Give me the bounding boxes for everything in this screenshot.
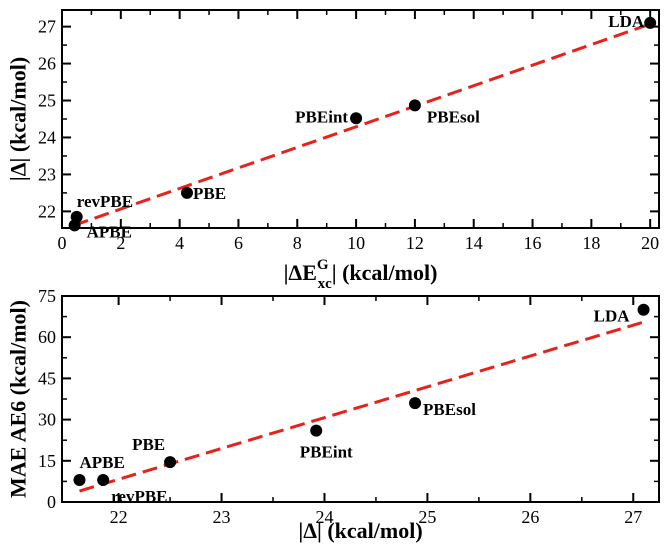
x-axis-title: |Δ| (kcal/mol) (298, 518, 422, 543)
data-point-pbesol (409, 397, 422, 410)
x-tick-label: 10 (347, 233, 365, 253)
y-tick-label: 0 (47, 492, 56, 512)
point-label-pbeint: PBEint (295, 107, 348, 126)
data-point-revpbe (97, 474, 110, 487)
data-point-apbe (73, 474, 86, 487)
data-point-lda (637, 303, 650, 316)
y-tick-label: 45 (38, 368, 56, 388)
x-tick-label: 26 (521, 507, 539, 527)
point-label-pbesol: PBEsol (427, 107, 480, 126)
x-tick-label: 20 (641, 233, 659, 253)
y-axis-title: |Δ| (kcal/mol) (6, 57, 31, 181)
x-tick-label: 24 (315, 507, 333, 527)
y-tick-label: 23 (38, 164, 56, 184)
point-label-apbe: APBE (79, 453, 124, 472)
x-tick-label: 22 (110, 507, 128, 527)
point-label-lda: LDA (594, 307, 631, 326)
x-tick-label: 18 (582, 233, 600, 253)
y-tick-label: 30 (38, 410, 56, 430)
x-axis-title-suffix: | (kcal/mol) (332, 260, 438, 285)
x-tick-label: 23 (213, 507, 231, 527)
x-axis-title-subscript: xc (318, 276, 333, 292)
data-point-pbe (164, 456, 177, 469)
point-label-pbesol: PBEsol (423, 400, 476, 419)
point-label-revpbe: revPBE (77, 192, 133, 211)
point-label-pbe: PBE (193, 184, 226, 203)
data-point-pbeint (310, 424, 323, 437)
x-tick-label: 16 (524, 233, 542, 253)
data-point-pbe (180, 186, 193, 199)
x-tick-label: 8 (293, 233, 302, 253)
y-tick-label: 26 (38, 54, 56, 74)
fit-line (79, 320, 644, 493)
data-point-lda (644, 16, 657, 29)
x-tick-label: 25 (418, 507, 436, 527)
y-tick-label: 75 (38, 286, 56, 306)
y-tick-label: 22 (38, 201, 56, 221)
x-axis-title-prefix: |ΔE (284, 260, 317, 285)
x-tick-label: 14 (465, 233, 483, 253)
plot-frame (61, 295, 660, 503)
data-point-pbeint (350, 112, 363, 125)
x-tick-label: 0 (58, 233, 67, 253)
data-point-revpbe (70, 210, 83, 223)
x-tick-label: 6 (234, 233, 243, 253)
y-tick-label: 15 (38, 451, 56, 471)
bottom-panel: 22 23 24 25 26 27 0 15 30 45 60 75 APBE revPBE PBE PBEi… (6, 286, 660, 543)
x-tick-label: 12 (406, 233, 424, 253)
y-axis-title: MAE AE6 (kcal/mol) (6, 300, 31, 498)
y-tick-label: 25 (38, 91, 56, 111)
point-label-lda: LDA (608, 12, 645, 31)
x-tick-label: 4 (175, 233, 184, 253)
point-label-apbe: APBE (87, 222, 132, 241)
y-tick-label: 60 (38, 327, 56, 347)
y-tick-label: 24 (38, 127, 56, 147)
point-label-pbe: PBE (132, 435, 165, 454)
x-axis-title: |ΔEG xc| (kcal/mol) (284, 257, 438, 292)
x-tick-label: 27 (624, 507, 642, 527)
point-label-revpbe: revPBE (111, 487, 167, 506)
data-point-pbesol (408, 99, 421, 112)
y-tick-label: 27 (38, 17, 56, 37)
point-label-pbeint: PBEint (300, 443, 353, 462)
x-axis-title-superscript: G (317, 257, 329, 273)
x-tick-label: 2 (116, 233, 125, 253)
fit-line (73, 22, 651, 227)
